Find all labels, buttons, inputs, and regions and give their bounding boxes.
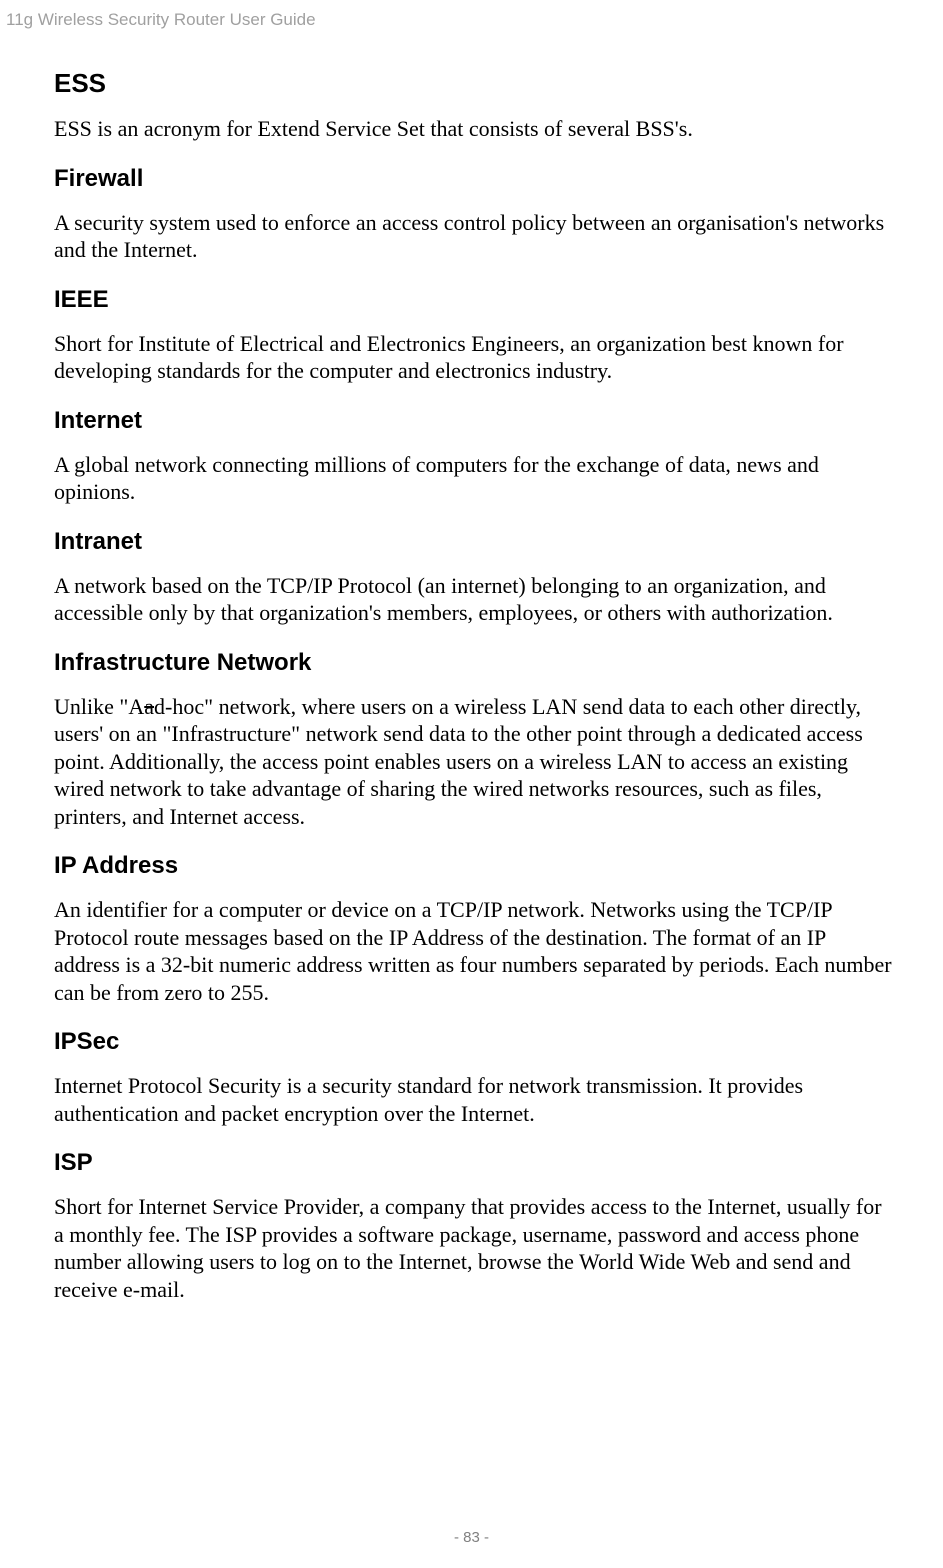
term-ip-address: IP Address [54, 852, 892, 880]
definition-ipsec: Internet Protocol Security is a security… [54, 1072, 892, 1127]
term-ipsec: IPSec [54, 1028, 892, 1056]
page-footer: - 83 - [0, 1529, 943, 1546]
definition-text-strike: a [144, 694, 154, 719]
definition-text-prefix: Unlike "A [54, 694, 144, 719]
definition-ip-address: An identifier for a computer or device o… [54, 896, 892, 1006]
term-ieee: IEEE [54, 286, 892, 314]
definition-ess: ESS is an acronym for Extend Service Set… [54, 115, 892, 143]
term-isp: ISP [54, 1149, 892, 1177]
definition-intranet: A network based on the TCP/IP Protocol (… [54, 572, 892, 627]
definition-infrastructure-network: Unlike "Aad-hoc" network, where users on… [54, 693, 892, 831]
term-infrastructure-network: Infrastructure Network [54, 649, 892, 677]
definition-firewall: A security system used to enforce an acc… [54, 209, 892, 264]
definition-text-suffix: d-hoc" network, where users on a wireles… [54, 694, 863, 829]
term-intranet: Intranet [54, 528, 892, 556]
definition-ieee: Short for Institute of Electrical and El… [54, 330, 892, 385]
definition-isp: Short for Internet Service Provider, a c… [54, 1193, 892, 1303]
term-ess: ESS [54, 68, 892, 99]
glossary-content: ESS ESS is an acronym for Extend Service… [54, 68, 892, 1325]
term-internet: Internet [54, 407, 892, 435]
definition-internet: A global network connecting millions of … [54, 451, 892, 506]
page-header: 11g Wireless Security Router User Guide [6, 10, 316, 30]
term-firewall: Firewall [54, 165, 892, 193]
